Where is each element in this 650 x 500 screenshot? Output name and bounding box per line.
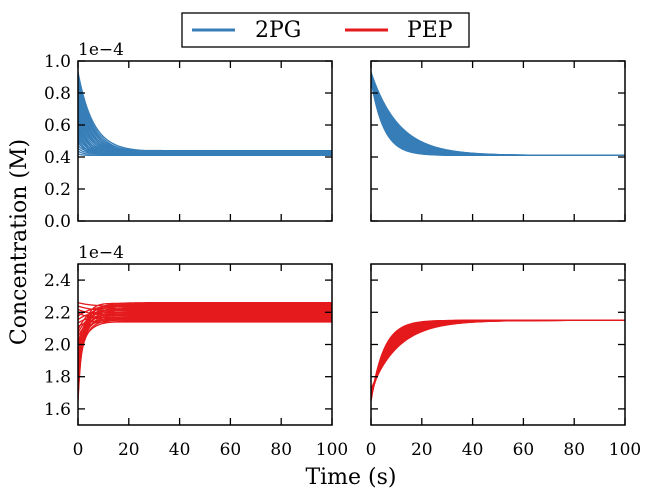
series-line bbox=[78, 74, 332, 154]
legend-label-2pg: 2PG bbox=[255, 18, 301, 43]
y-tick-label: 2.2 bbox=[44, 303, 71, 323]
series-line bbox=[371, 75, 625, 157]
y-offset-label: 1e−4 bbox=[78, 243, 124, 263]
panels: 0.0 0.2 0.4 0.6 0.8 1.0 1e−4 1.6 1.8 2.0 2.2 2.4 0 20… bbox=[44, 40, 641, 460]
y-tick-label: 1.8 bbox=[44, 368, 71, 388]
plot-frame bbox=[77, 263, 333, 426]
series-line bbox=[78, 303, 332, 331]
series-line bbox=[78, 311, 332, 351]
series-line bbox=[78, 315, 332, 354]
panel-pep-right: 0 20 40 60 80 100 bbox=[366, 263, 641, 460]
series-line bbox=[78, 305, 332, 312]
x-tick-label: 60 bbox=[220, 440, 242, 460]
x-axis-title: Time (s) bbox=[305, 465, 396, 490]
series-line bbox=[78, 83, 332, 152]
x-tick-label: 0 bbox=[73, 440, 84, 460]
x-tick-label: 0 bbox=[366, 440, 377, 460]
y-tick-label: 2.4 bbox=[44, 271, 71, 291]
series-line bbox=[78, 318, 332, 327]
x-tick-label: 20 bbox=[411, 440, 433, 460]
y-tick-label: 1.6 bbox=[44, 400, 71, 420]
series-line bbox=[78, 313, 332, 381]
series-line bbox=[78, 80, 332, 156]
y-tick-label: 1.0 bbox=[44, 52, 71, 72]
x-tick-label: 40 bbox=[169, 440, 191, 460]
panel-pep-left: 1.6 1.8 2.0 2.2 2.4 0 20 40 60 80 100 1e−4 bbox=[44, 243, 348, 460]
series-line bbox=[78, 94, 332, 152]
series-pep-right bbox=[371, 319, 625, 401]
y-tick-label: 0.6 bbox=[44, 116, 71, 136]
x-tick-label: 40 bbox=[462, 440, 484, 460]
series-line bbox=[78, 302, 332, 308]
y-offset-label: 1e−4 bbox=[78, 40, 124, 60]
x-tick-label: 100 bbox=[316, 440, 348, 460]
series-line bbox=[78, 312, 332, 337]
plot-frame bbox=[370, 60, 626, 222]
series-line bbox=[78, 88, 332, 155]
series-2pg-left bbox=[78, 72, 332, 157]
series-line bbox=[78, 317, 332, 341]
x-tick-label: 100 bbox=[609, 440, 641, 460]
x-tick-label: 20 bbox=[118, 440, 140, 460]
legend: 2PG PEP bbox=[181, 12, 470, 48]
y-tick-label: 0.8 bbox=[44, 84, 71, 104]
x-tick-label: 80 bbox=[563, 440, 585, 460]
series-line bbox=[78, 301, 332, 344]
series-line bbox=[371, 319, 625, 396]
series-line bbox=[78, 321, 332, 401]
series-line bbox=[78, 306, 332, 347]
legend-label-pep: PEP bbox=[407, 18, 453, 43]
x-tick-label: 80 bbox=[270, 440, 292, 460]
plot-frame bbox=[370, 263, 626, 426]
series-line bbox=[78, 316, 332, 398]
series-line bbox=[78, 308, 332, 317]
series-line bbox=[78, 97, 332, 153]
series-2pg-right bbox=[371, 71, 625, 157]
series-line bbox=[78, 311, 332, 395]
series-line bbox=[78, 319, 332, 371]
plot-frame bbox=[77, 60, 333, 222]
series-line bbox=[78, 313, 332, 324]
series-line bbox=[371, 71, 625, 157]
panel-2pg-left: 0.0 0.2 0.4 0.6 0.8 1.0 1e−4 bbox=[44, 40, 333, 232]
series-line bbox=[78, 314, 332, 368]
y-tick-label: 0.0 bbox=[44, 212, 71, 232]
series-line bbox=[78, 307, 332, 334]
y-tick-label: 2.0 bbox=[44, 336, 71, 356]
series-line bbox=[78, 320, 332, 357]
series-line bbox=[78, 77, 332, 155]
y-axis-title: Concentration (M) bbox=[7, 139, 32, 345]
x-tick-label: 60 bbox=[513, 440, 535, 460]
series-line bbox=[371, 319, 625, 390]
series-line bbox=[78, 72, 332, 153]
series-line bbox=[78, 317, 332, 384]
legend-box bbox=[181, 12, 470, 48]
series-pep-left bbox=[78, 301, 332, 401]
y-tick-label: 0.2 bbox=[44, 180, 71, 200]
series-line bbox=[78, 312, 332, 322]
series-line bbox=[78, 86, 332, 154]
y-tick-label: 0.4 bbox=[44, 148, 71, 168]
panel-2pg-right bbox=[370, 60, 626, 222]
series-line bbox=[78, 105, 332, 152]
